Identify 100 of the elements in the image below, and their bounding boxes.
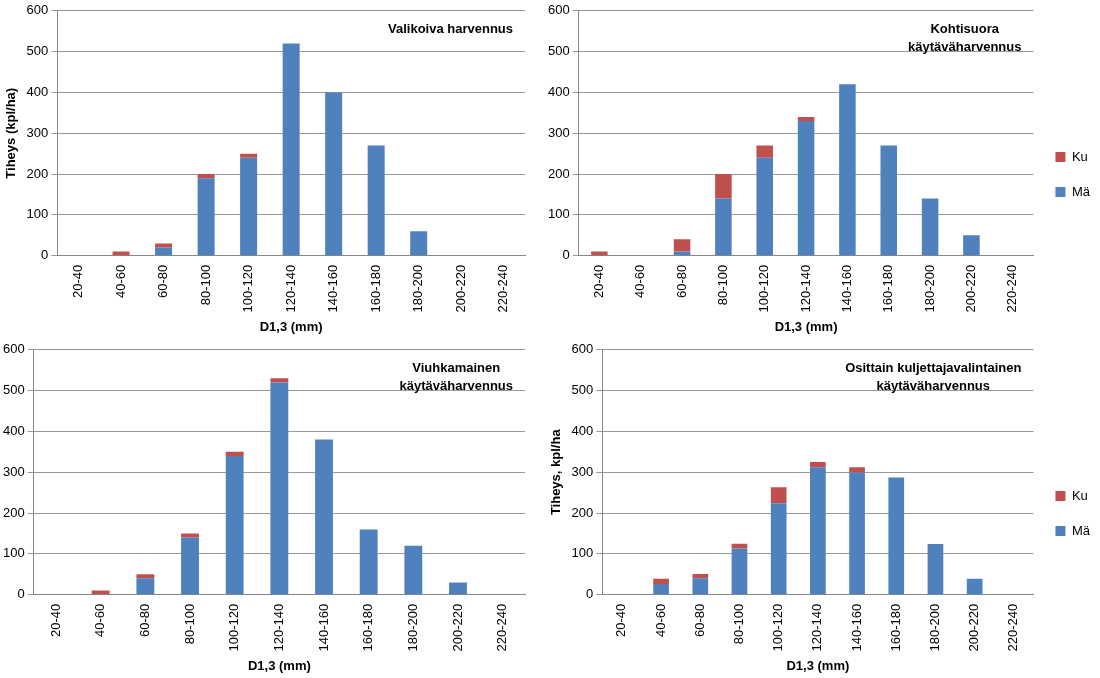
x-tick-label: 60-80 — [673, 264, 689, 298]
x-tick-label: 140-160 — [325, 264, 341, 313]
bar — [756, 157, 773, 256]
text: Valikoiva harvennus — [387, 20, 514, 36]
y-tick-label: 100 — [571, 545, 594, 561]
x-axis-title: D1,3 (mm) — [259, 318, 323, 334]
x-tick-label: 80-100 — [197, 264, 213, 306]
bar — [240, 157, 258, 256]
legend-label: Ku — [1071, 148, 1088, 164]
bar — [136, 578, 155, 595]
y-tick-label: 100 — [547, 206, 570, 222]
x-tick-label: 100-120 — [240, 264, 256, 313]
x-tick-label: 20-40 — [613, 603, 629, 637]
x-tick-label: 120-140 — [797, 264, 813, 313]
bar — [692, 573, 709, 579]
bar — [810, 467, 826, 595]
y-tick-label: 100 — [26, 206, 49, 222]
bar — [673, 239, 691, 252]
bar — [155, 243, 173, 248]
y-tick-label: 400 — [571, 423, 594, 439]
y-tick-label: 500 — [26, 43, 49, 59]
y-tick-label: 200 — [2, 504, 25, 520]
x-tick-label: 40-60 — [92, 603, 108, 637]
bar — [181, 537, 199, 595]
x-axis-title: D1,3 (mm) — [247, 657, 311, 673]
bar — [715, 198, 732, 256]
bar — [797, 121, 815, 256]
x-tick-label: 220-240 — [494, 603, 510, 652]
x-tick-label: 160-180 — [360, 603, 376, 652]
bar — [880, 145, 898, 256]
bar — [839, 84, 856, 256]
bar — [136, 574, 155, 579]
bar — [756, 145, 773, 158]
x-tick-label: 160-180 — [887, 603, 903, 652]
bar — [966, 578, 983, 595]
bar — [449, 582, 467, 595]
x-tick-label: 40-60 — [652, 603, 668, 637]
x-tick-label: 60-80 — [136, 603, 152, 637]
x-tick-label: 200-220 — [966, 603, 982, 652]
x-tick-label: 180-200 — [404, 603, 420, 652]
y-tick-label: 300 — [2, 463, 25, 479]
bar — [731, 543, 748, 549]
x-tick-label: 140-160 — [848, 603, 864, 652]
text: Osittain kuljettajavalintainen käytäväharvennus — [845, 359, 1022, 393]
y-tick-label: 500 — [571, 382, 594, 398]
x-tick-label: 140-160 — [315, 603, 331, 652]
bar — [410, 231, 428, 256]
y-axis-title: Tiheys, kpl/ha — [548, 428, 564, 516]
bar — [270, 382, 289, 595]
y-tick-label: 600 — [571, 341, 594, 357]
x-tick-label: 60-80 — [691, 603, 707, 637]
y-tick-label: 500 — [2, 382, 25, 398]
x-tick-label: 40-60 — [112, 264, 128, 298]
x-tick-label: 100-120 — [770, 603, 786, 652]
x-tick-label: 100-120 — [756, 264, 772, 313]
y-tick-label: 200 — [547, 165, 570, 181]
y-tick-label: 600 — [2, 341, 25, 357]
x-tick-label: 200-220 — [449, 603, 465, 652]
bar — [810, 462, 826, 468]
x-tick-label: 60-80 — [155, 264, 171, 298]
x-tick-label: 180-200 — [921, 264, 937, 313]
x-axis-title: D1,3 (mm) — [774, 318, 838, 334]
bar — [404, 545, 423, 595]
bar — [888, 477, 905, 595]
x-tick-label: 120-140 — [809, 603, 825, 652]
y-tick-label: 300 — [571, 463, 594, 479]
text: Viuhkamainen käytäväharvennus — [399, 359, 513, 393]
y-tick-label: 0 — [17, 586, 25, 602]
bar — [921, 198, 939, 256]
bar — [315, 439, 333, 595]
bar — [282, 43, 300, 256]
x-tick-label: 120-140 — [282, 264, 298, 313]
x-tick-label: 220-240 — [495, 264, 511, 313]
y-tick-label: 0 — [562, 247, 570, 263]
x-tick-label: 220-240 — [1005, 603, 1021, 652]
y-tick-label: 400 — [2, 423, 25, 439]
x-tick-label: 160-180 — [880, 264, 896, 313]
x-tick-label: 20-40 — [47, 603, 63, 637]
bar — [181, 533, 199, 538]
bar — [225, 451, 244, 456]
y-tick-label: 200 — [26, 165, 49, 181]
x-tick-label: 180-200 — [410, 264, 426, 313]
x-tick-label: 80-100 — [714, 264, 730, 306]
y-tick-label: 100 — [2, 545, 25, 561]
y-tick-label: 200 — [571, 504, 594, 520]
x-tick-label: 80-100 — [181, 603, 197, 645]
x-tick-label: 20-40 — [590, 264, 606, 298]
legend-label: Mä — [1071, 522, 1091, 538]
x-tick-label: 80-100 — [731, 603, 747, 645]
bar — [359, 529, 378, 595]
x-tick-label: 220-240 — [1004, 264, 1020, 313]
bar — [155, 247, 173, 256]
bar — [963, 235, 980, 256]
bar — [653, 584, 669, 595]
x-tick-label: 200-220 — [452, 264, 468, 313]
bar — [770, 503, 787, 595]
y-tick-label: 500 — [547, 43, 570, 59]
y-tick-label: 0 — [586, 586, 594, 602]
legend-label: Ku — [1071, 487, 1088, 503]
bar — [797, 116, 815, 121]
